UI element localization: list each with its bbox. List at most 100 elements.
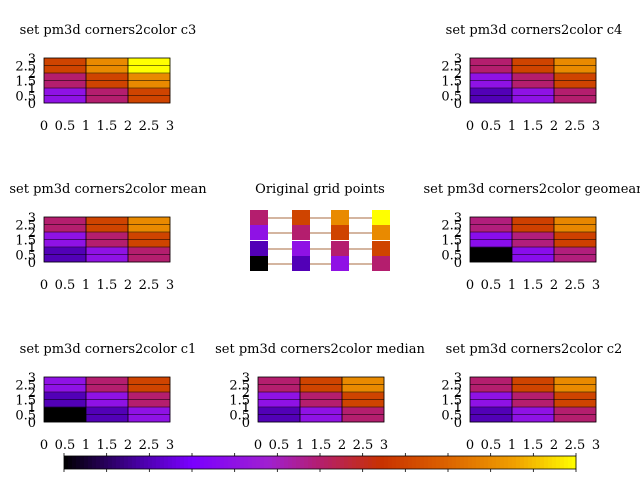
heat-cell <box>491 377 513 385</box>
heat-cell <box>554 65 576 74</box>
heat-cell <box>575 377 597 385</box>
colorbar-segment <box>392 456 397 469</box>
colorbar-segment <box>128 456 133 469</box>
colorbar-segment <box>108 456 113 469</box>
heat-cell <box>512 232 534 240</box>
heat-cell <box>258 377 280 385</box>
heat-cell <box>491 414 513 423</box>
y-tick-label: 2.5 <box>15 60 36 75</box>
x-tick-label: 3 <box>592 438 600 453</box>
heat-cell <box>321 392 343 400</box>
x-tick-label: 1.5 <box>523 119 544 134</box>
heat-cell <box>107 88 129 96</box>
heat-cell <box>575 217 597 225</box>
heat-cell <box>491 224 513 233</box>
grid-point <box>292 241 310 256</box>
heat-cell <box>128 247 150 255</box>
heat-cell <box>65 254 87 263</box>
colorbar-segment <box>336 456 341 469</box>
colorbar-segment <box>516 456 521 469</box>
heat-cell <box>86 65 108 74</box>
heat-cell <box>107 239 129 248</box>
heat-cell <box>44 414 66 423</box>
heat-cell <box>44 224 66 233</box>
heat-cell <box>300 392 322 400</box>
heat-cell <box>575 247 597 255</box>
colorbar-segment <box>168 456 173 469</box>
heat-cell <box>107 384 129 393</box>
colorbar-segment <box>520 456 525 469</box>
y-tick-label: 3 <box>242 371 250 386</box>
heat-cell <box>107 224 129 233</box>
colorbar-segment <box>440 456 445 469</box>
colorbar-segment <box>180 456 185 469</box>
colorbar-segment <box>236 456 241 469</box>
y-tick-label: 0.5 <box>15 90 36 105</box>
heat-cell <box>86 399 108 408</box>
colorbar-segment <box>352 456 357 469</box>
x-tick-label: 3 <box>380 438 388 453</box>
colorbar-segment <box>284 456 289 469</box>
heat-cell <box>300 414 322 423</box>
colorbar-segment <box>304 456 309 469</box>
heat-cell <box>512 224 534 233</box>
heat-cell <box>65 232 87 240</box>
colorbar-segment <box>96 456 101 469</box>
heat-cell <box>470 80 492 89</box>
grid-point <box>372 210 390 225</box>
heat-cell <box>279 377 301 385</box>
heat-cell <box>512 80 534 89</box>
colorbar-segment <box>68 456 73 469</box>
heat-cell <box>44 232 66 240</box>
heat-cell <box>149 414 171 423</box>
heat-cell <box>363 392 385 400</box>
colorbar-segment <box>324 456 329 469</box>
heat-cell <box>86 224 108 233</box>
colorbar-segment <box>572 456 577 469</box>
heat-cell <box>149 88 171 96</box>
colorbar-segment <box>400 456 405 469</box>
y-tick-label: 1.5 <box>441 234 462 249</box>
heat-cell <box>512 247 534 255</box>
heat-cell <box>107 414 129 423</box>
y-tick-label: 1 <box>454 401 462 416</box>
heat-cell <box>321 377 343 385</box>
x-tick-label: 0.5 <box>481 278 502 293</box>
heat-cell <box>65 224 87 233</box>
plot-frame <box>469 216 597 263</box>
heat-cell <box>491 407 513 415</box>
colorbar-segment <box>264 456 269 469</box>
heat-cell <box>44 377 66 385</box>
heat-cell <box>86 239 108 248</box>
y-tick-label: 3 <box>28 52 36 67</box>
colorbar-segment <box>508 456 513 469</box>
heat-cell <box>149 224 171 233</box>
heat-cell <box>512 88 534 96</box>
heat-cell <box>533 95 555 104</box>
y-tick-label: 0.5 <box>15 409 36 424</box>
heat-cell <box>300 399 322 408</box>
colorbar-segment <box>528 456 533 469</box>
x-tick-label: 1.5 <box>97 438 118 453</box>
x-tick-label: 3 <box>592 119 600 134</box>
colorbar-segment <box>80 456 85 469</box>
y-tick-label: 0.5 <box>441 249 462 264</box>
colorbar-segment <box>436 456 441 469</box>
colorbar-segment <box>132 456 137 469</box>
grid-point <box>250 256 268 271</box>
y-tick-label: 0 <box>28 256 36 271</box>
heat-cell <box>491 254 513 263</box>
heat-cell <box>300 377 322 385</box>
heat-cell <box>363 407 385 415</box>
panel-title: set pm3d corners2color median <box>215 342 425 357</box>
heat-cell <box>491 73 513 81</box>
heat-cell <box>533 377 555 385</box>
colorbar-segment <box>560 456 565 469</box>
y-tick-label: 2 <box>28 226 36 241</box>
heat-cell <box>470 407 492 415</box>
colorbar-segment <box>488 456 493 469</box>
heat-cell <box>512 65 534 74</box>
heat-cell <box>86 392 108 400</box>
heat-cell <box>258 414 280 423</box>
colorbar-segment <box>296 456 301 469</box>
